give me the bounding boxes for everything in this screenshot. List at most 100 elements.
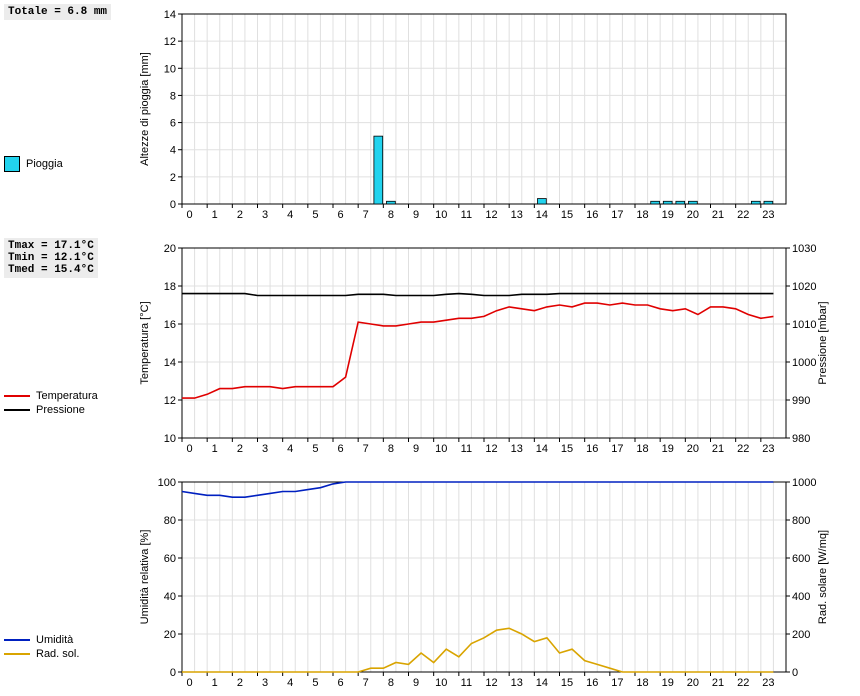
- svg-text:10: 10: [164, 433, 176, 445]
- svg-text:17: 17: [611, 209, 623, 221]
- panel1-legend-area: Totale = 6.8 mm Pioggia: [4, 4, 134, 224]
- left-column: Totale = 6.8 mm Pioggia Tmax = 17.1°C Tm…: [4, 4, 134, 692]
- svg-text:Rad. solare [W/mq]: Rad. solare [W/mq]: [817, 530, 829, 624]
- svg-text:14: 14: [164, 9, 176, 21]
- svg-text:7: 7: [363, 677, 369, 689]
- legend-swatch-umidita: [4, 639, 30, 641]
- svg-text:12: 12: [164, 395, 176, 407]
- svg-text:6: 6: [337, 209, 343, 221]
- svg-text:9: 9: [413, 443, 419, 455]
- svg-text:1030: 1030: [792, 243, 816, 255]
- svg-text:1000: 1000: [792, 357, 816, 369]
- svg-text:13: 13: [511, 209, 523, 221]
- svg-text:8: 8: [388, 209, 394, 221]
- panel1-chart: 0123456789101112131415161718192021222302…: [134, 4, 856, 224]
- rain-chart-svg: 0123456789101112131415161718192021222302…: [134, 4, 834, 224]
- svg-text:3: 3: [262, 209, 268, 221]
- legend-temperatura: Temperatura: [4, 390, 98, 402]
- svg-text:12: 12: [485, 209, 497, 221]
- svg-text:Pressione [mbar]: Pressione [mbar]: [817, 301, 829, 384]
- svg-text:4: 4: [287, 209, 293, 221]
- svg-text:15: 15: [561, 443, 573, 455]
- legend-pressione: Pressione: [4, 404, 98, 416]
- svg-text:10: 10: [435, 443, 447, 455]
- panel1-legend: Pioggia: [4, 154, 63, 174]
- svg-text:10: 10: [164, 63, 176, 75]
- legend-label-umidita: Umidità: [36, 634, 73, 646]
- tmed-label: Tmed = 15.4°C: [8, 264, 94, 276]
- svg-text:200: 200: [792, 629, 810, 641]
- svg-text:8: 8: [388, 677, 394, 689]
- tmax-label: Tmax = 17.1°C: [8, 240, 94, 252]
- svg-text:4: 4: [287, 443, 293, 455]
- svg-text:20: 20: [164, 243, 176, 255]
- legend-swatch-radsolare: [4, 653, 30, 655]
- svg-text:12: 12: [485, 443, 497, 455]
- svg-text:2: 2: [237, 443, 243, 455]
- svg-text:22: 22: [737, 209, 749, 221]
- humidity-radiation-chart-svg: 0123456789101112131415161718192021222302…: [134, 472, 834, 692]
- svg-text:16: 16: [586, 209, 598, 221]
- svg-text:22: 22: [737, 443, 749, 455]
- svg-text:23: 23: [762, 677, 774, 689]
- svg-text:2: 2: [237, 677, 243, 689]
- svg-text:6: 6: [170, 118, 176, 130]
- svg-text:16: 16: [164, 319, 176, 331]
- svg-text:21: 21: [712, 443, 724, 455]
- svg-text:0: 0: [186, 209, 192, 221]
- weather-charts-page: Totale = 6.8 mm Pioggia Tmax = 17.1°C Tm…: [4, 4, 856, 692]
- svg-text:5: 5: [312, 209, 318, 221]
- temp-stats-box: Tmax = 17.1°C Tmin = 12.1°C Tmed = 15.4°…: [4, 238, 98, 278]
- svg-text:12: 12: [485, 677, 497, 689]
- svg-text:16: 16: [586, 677, 598, 689]
- svg-text:18: 18: [636, 677, 648, 689]
- legend-radsolare: Rad. sol.: [4, 648, 79, 660]
- svg-text:60: 60: [164, 553, 176, 565]
- legend-label-pressione: Pressione: [36, 404, 85, 416]
- svg-text:14: 14: [164, 357, 176, 369]
- svg-text:5: 5: [312, 443, 318, 455]
- svg-text:14: 14: [536, 677, 548, 689]
- svg-text:15: 15: [561, 677, 573, 689]
- svg-text:19: 19: [662, 209, 674, 221]
- legend-pioggia: Pioggia: [4, 156, 63, 172]
- svg-text:0: 0: [170, 667, 176, 679]
- svg-text:0: 0: [186, 677, 192, 689]
- svg-text:22: 22: [737, 677, 749, 689]
- legend-swatch-temperatura: [4, 395, 30, 397]
- svg-text:13: 13: [511, 443, 523, 455]
- svg-text:5: 5: [312, 677, 318, 689]
- panel2-chart: 0123456789101112131415161718192021222310…: [134, 238, 856, 458]
- svg-text:9: 9: [413, 677, 419, 689]
- svg-text:11: 11: [461, 443, 472, 455]
- svg-text:11: 11: [461, 209, 472, 221]
- svg-text:3: 3: [262, 677, 268, 689]
- svg-text:10: 10: [435, 209, 447, 221]
- svg-text:40: 40: [164, 591, 176, 603]
- svg-text:7: 7: [363, 209, 369, 221]
- panel3-chart: 0123456789101112131415161718192021222302…: [134, 472, 856, 692]
- svg-text:0: 0: [186, 443, 192, 455]
- svg-text:18: 18: [164, 281, 176, 293]
- legend-label-radsolare: Rad. sol.: [36, 648, 79, 660]
- svg-text:3: 3: [262, 443, 268, 455]
- svg-text:990: 990: [792, 395, 810, 407]
- svg-text:400: 400: [792, 591, 810, 603]
- svg-text:20: 20: [687, 677, 699, 689]
- panel2-legend: Temperatura Pressione: [4, 388, 98, 418]
- svg-text:8: 8: [170, 90, 176, 102]
- svg-text:13: 13: [511, 677, 523, 689]
- tmin-label: Tmin = 12.1°C: [8, 252, 94, 264]
- legend-swatch-pioggia: [4, 156, 20, 172]
- svg-text:Altezze di pioggia [mm]: Altezze di pioggia [mm]: [139, 52, 151, 166]
- panel3-legend: Umidità Rad. sol.: [4, 632, 79, 662]
- svg-text:4: 4: [170, 145, 176, 157]
- svg-text:16: 16: [586, 443, 598, 455]
- panel2-legend-area: Tmax = 17.1°C Tmin = 12.1°C Tmed = 15.4°…: [4, 238, 134, 458]
- svg-text:0: 0: [792, 667, 798, 679]
- temp-pressure-chart-svg: 0123456789101112131415161718192021222310…: [134, 238, 834, 458]
- svg-text:23: 23: [762, 443, 774, 455]
- svg-text:1: 1: [212, 443, 218, 455]
- svg-text:100: 100: [158, 477, 176, 489]
- svg-text:19: 19: [662, 677, 674, 689]
